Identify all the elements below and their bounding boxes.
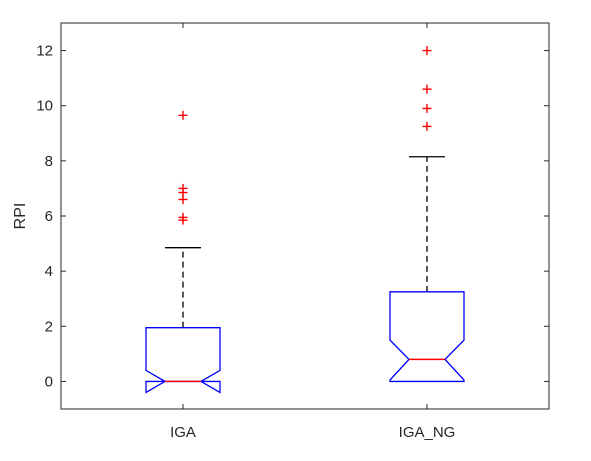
outlier-point bbox=[422, 103, 432, 113]
outlier-point bbox=[422, 84, 432, 94]
x-tick-label: IGA_NG bbox=[399, 424, 456, 441]
y-tick-label: 8 bbox=[45, 153, 53, 170]
box-body bbox=[389, 291, 465, 383]
outlier-point bbox=[178, 212, 188, 222]
y-tick-label: 0 bbox=[45, 373, 53, 390]
outlier-point bbox=[178, 183, 188, 193]
x-axis: IGA IGA_NG bbox=[170, 23, 455, 441]
y-tick-label: 10 bbox=[36, 98, 53, 115]
y-axis: 0 2 4 6 8 10 12 bbox=[36, 43, 549, 390]
y-tick-label: 12 bbox=[36, 43, 53, 60]
plot-area bbox=[60, 22, 550, 410]
y-tick-label: 2 bbox=[45, 318, 53, 335]
outlier-point bbox=[422, 46, 432, 56]
y-tick-label: 6 bbox=[45, 208, 53, 225]
y-axis-label: RPI bbox=[12, 203, 29, 230]
box-IGA bbox=[145, 110, 221, 394]
outlier-point bbox=[422, 121, 432, 131]
box-body bbox=[145, 327, 221, 394]
outlier-point bbox=[178, 110, 188, 120]
box-IGA_NG bbox=[389, 46, 465, 383]
x-tick-label: IGA bbox=[170, 424, 196, 441]
y-tick-label: 4 bbox=[45, 263, 53, 280]
boxes bbox=[145, 46, 465, 394]
